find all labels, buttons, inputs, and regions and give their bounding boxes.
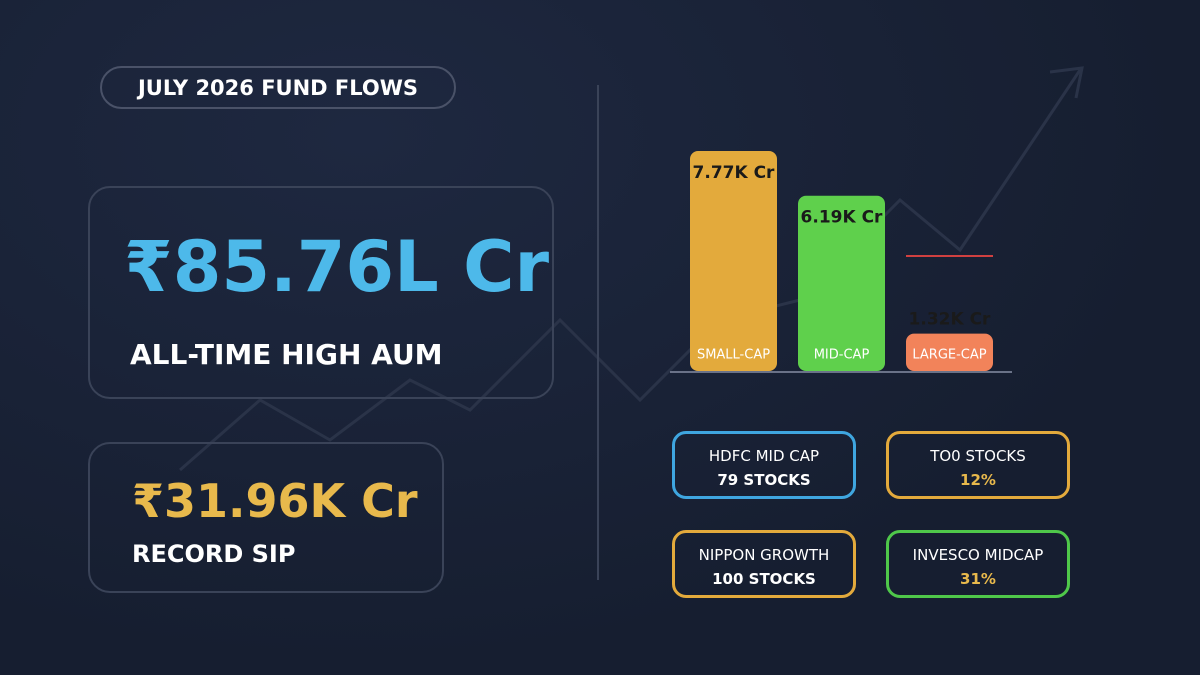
category-label: LARGE-CAP xyxy=(912,348,986,363)
sip-value: ₹31.96K Cr xyxy=(132,474,418,528)
bar xyxy=(906,333,993,371)
box-title: INVESCO MIDCAP xyxy=(912,546,1044,564)
sip-label: RECORD SIP xyxy=(132,540,296,568)
box-title: TO0 STOCKS xyxy=(930,447,1026,465)
fund-box: INVESCO MIDCAP 31% xyxy=(886,530,1070,598)
value-label: 7.77K Cr xyxy=(693,163,776,183)
aum-label: ALL-TIME HIGH AUM xyxy=(130,338,443,371)
decor-arrow xyxy=(1049,66,1084,99)
fund-box: TO0 STOCKS 12% xyxy=(886,431,1070,499)
sip-card: ₹31.96K Cr RECORD SIP xyxy=(88,442,444,593)
box-subtitle: 100 STOCKS xyxy=(712,570,816,588)
category-label: SMALL-CAP xyxy=(697,348,770,363)
fund-box: HDFC MID CAP 79 STOCKS xyxy=(672,431,856,499)
box-title: NIPPON GROWTH xyxy=(698,546,830,564)
aum-value: ₹85.76L Cr xyxy=(124,226,549,308)
box-title: HDFC MID CAP xyxy=(708,447,820,465)
fund-box: NIPPON GROWTH 100 STOCKS xyxy=(672,530,856,598)
box-subtitle: 12% xyxy=(960,471,996,489)
title-pill: JULY 2026 FUND FLOWS xyxy=(100,66,456,109)
bar xyxy=(690,151,777,371)
category-label: MID-CAP xyxy=(814,348,870,363)
aum-card: ₹85.76L Cr ALL-TIME HIGH AUM xyxy=(88,186,554,399)
box-subtitle: 79 STOCKS xyxy=(717,471,811,489)
box-subtitle: 31% xyxy=(960,570,996,588)
bar xyxy=(798,195,885,371)
value-label: 6.19K Cr xyxy=(801,208,884,228)
decor-trend xyxy=(179,69,1082,472)
title: JULY 2026 FUND FLOWS xyxy=(137,75,419,100)
value-label: 1.32K Cr xyxy=(909,310,992,330)
